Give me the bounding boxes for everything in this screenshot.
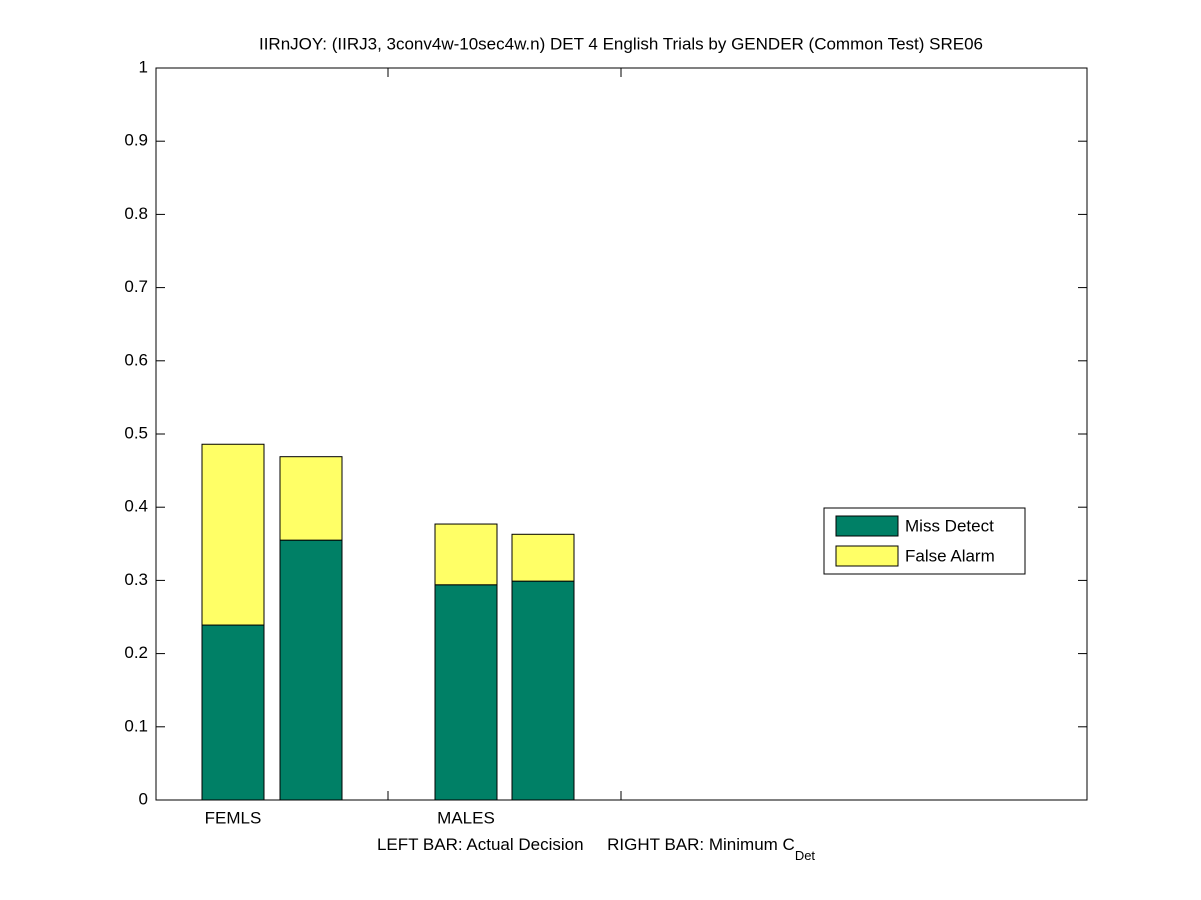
y-tick-label: 0.4 bbox=[124, 497, 148, 516]
x-axis-decoration bbox=[387, 68, 622, 800]
y-tick-label: 0 bbox=[139, 789, 148, 808]
legend-swatch bbox=[835, 515, 899, 537]
bar-segment bbox=[279, 456, 343, 541]
y-tick-label: 0.7 bbox=[124, 277, 148, 296]
y-tick-label: 0.3 bbox=[124, 570, 148, 589]
y-tick-label: 0.2 bbox=[124, 643, 148, 662]
bar-segment bbox=[201, 443, 265, 626]
y-tick-label: 0.8 bbox=[124, 204, 148, 223]
bar-segment bbox=[511, 580, 575, 801]
x-axis-label: LEFT BAR: Actual Decision RIGHT BAR: Min… bbox=[377, 835, 815, 863]
x-axis-label-main: LEFT BAR: Actual Decision RIGHT BAR: Min… bbox=[377, 835, 795, 854]
bar-segment bbox=[201, 624, 265, 801]
y-tick-label: 0.1 bbox=[124, 716, 148, 735]
x-tick-label: FEMLS bbox=[205, 808, 262, 827]
bar-segment bbox=[279, 539, 343, 801]
y-tick-label: 1 bbox=[139, 57, 148, 76]
y-tick-label: 0.5 bbox=[124, 423, 148, 442]
bar-segment bbox=[434, 584, 498, 801]
bar-segment bbox=[434, 523, 498, 586]
bar-segment bbox=[511, 533, 575, 582]
x-tick-label: MALES bbox=[437, 808, 495, 827]
legend-label: False Alarm bbox=[905, 546, 995, 565]
y-tick-label: 0.9 bbox=[124, 131, 148, 150]
legend-label: Miss Detect bbox=[905, 516, 994, 535]
x-axis-label-subscript: Det bbox=[795, 848, 816, 863]
legend-swatch bbox=[835, 545, 899, 567]
y-tick-label: 0.6 bbox=[124, 350, 148, 369]
chart-title: IIRnJOY: (IIRJ3, 3conv4w-10sec4w.n) DET … bbox=[259, 34, 983, 53]
